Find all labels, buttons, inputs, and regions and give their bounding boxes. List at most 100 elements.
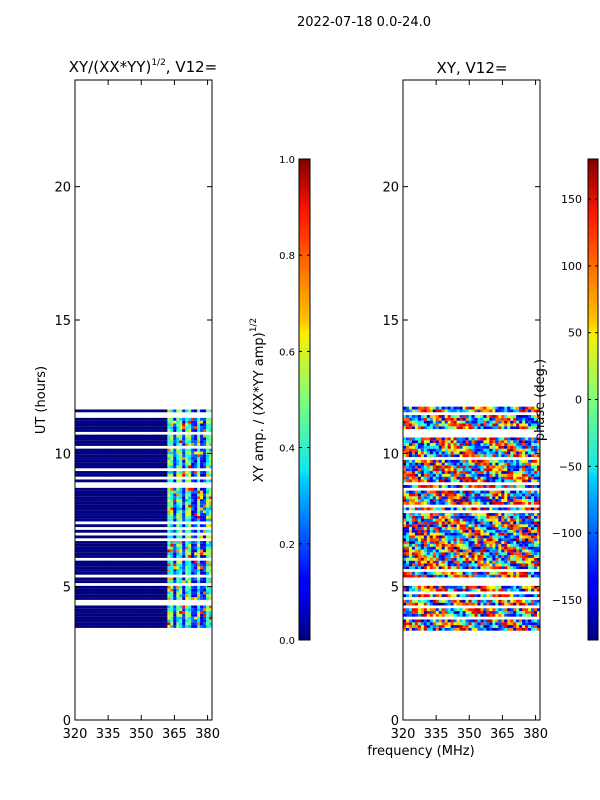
heatmap-cell bbox=[113, 518, 118, 522]
heatmap-cell bbox=[450, 496, 455, 500]
heatmap-cell bbox=[110, 462, 115, 466]
heatmap-cell bbox=[86, 496, 91, 500]
heatmap-cell bbox=[167, 591, 171, 595]
heatmap-cell bbox=[95, 490, 100, 494]
heatmap-cell bbox=[98, 499, 103, 502]
heatmap-cell bbox=[176, 577, 180, 581]
heatmap-cell bbox=[161, 504, 165, 508]
heatmap-cell bbox=[531, 476, 535, 480]
heatmap-cell bbox=[89, 513, 94, 516]
heatmap-cell bbox=[182, 448, 186, 452]
heatmap-cell bbox=[86, 518, 91, 522]
heatmap-cell bbox=[471, 473, 476, 477]
heatmap-cell bbox=[414, 538, 419, 542]
heatmap-cell bbox=[77, 504, 82, 508]
heatmap-cell bbox=[411, 613, 416, 617]
heatmap-cell bbox=[414, 613, 419, 617]
heatmap-cell bbox=[161, 588, 165, 592]
heatmap-cell bbox=[122, 490, 127, 494]
heatmap-cell bbox=[89, 560, 94, 564]
heatmap-cell bbox=[516, 521, 520, 525]
heatmap-cell bbox=[513, 524, 517, 528]
heatmap-cell bbox=[191, 555, 195, 558]
heatmap-cell bbox=[444, 563, 449, 567]
heatmap-cell bbox=[110, 409, 115, 413]
heatmap-cell bbox=[122, 462, 127, 466]
heatmap-cell bbox=[197, 529, 201, 533]
heatmap-cell bbox=[170, 493, 174, 497]
heatmap-cell bbox=[447, 613, 452, 617]
heatmap-cell bbox=[131, 417, 136, 421]
heatmap-cell bbox=[200, 591, 204, 595]
heatmap-cell bbox=[131, 518, 136, 522]
heatmap-cell bbox=[75, 605, 79, 609]
heatmap-cell bbox=[411, 513, 416, 516]
heatmap-cell bbox=[513, 521, 517, 525]
heatmap-cell bbox=[140, 549, 145, 553]
heatmap-cell bbox=[101, 496, 106, 500]
heatmap-cell bbox=[173, 440, 177, 444]
heatmap-cell bbox=[128, 479, 133, 483]
heatmap-cell bbox=[107, 507, 112, 511]
heatmap-cell bbox=[182, 504, 186, 508]
heatmap-cell bbox=[468, 566, 473, 570]
heatmap-cell bbox=[191, 479, 195, 483]
heatmap-cell bbox=[146, 571, 151, 575]
heatmap-cell bbox=[405, 499, 410, 502]
heatmap-cell bbox=[155, 513, 159, 516]
heatmap-cell bbox=[116, 625, 121, 628]
heatmap-cell bbox=[152, 440, 157, 444]
heatmap-cell bbox=[122, 496, 127, 500]
heatmap-cell bbox=[489, 479, 493, 483]
heatmap-cell bbox=[191, 619, 195, 623]
heatmap-cell bbox=[143, 625, 148, 628]
heatmap-cell bbox=[405, 476, 410, 480]
heatmap-cell bbox=[459, 493, 464, 497]
heatmap-cell bbox=[206, 513, 210, 516]
heatmap-cell bbox=[209, 490, 212, 494]
heatmap-cell bbox=[414, 518, 419, 522]
heatmap-cell bbox=[206, 566, 210, 570]
heatmap-cell bbox=[444, 566, 449, 570]
heatmap-cell bbox=[453, 560, 458, 564]
heatmap-cell bbox=[492, 538, 496, 542]
heatmap-cell bbox=[525, 625, 529, 628]
heatmap-cell bbox=[173, 588, 177, 592]
heatmap-cell bbox=[483, 479, 487, 483]
heatmap-cell bbox=[405, 465, 410, 469]
heatmap-cell bbox=[534, 543, 538, 547]
heatmap-cell bbox=[125, 409, 130, 413]
heatmap-cell bbox=[420, 557, 425, 561]
heatmap-cell bbox=[146, 459, 151, 463]
heatmap-cell bbox=[143, 510, 148, 514]
heatmap-cell bbox=[194, 513, 198, 516]
heatmap-cell bbox=[438, 594, 443, 598]
heatmap-cell bbox=[155, 434, 159, 438]
heatmap-cell bbox=[98, 622, 103, 626]
heatmap-cell bbox=[507, 627, 511, 631]
heatmap-cell bbox=[516, 501, 520, 505]
heatmap-cell bbox=[122, 529, 127, 533]
heatmap-cell bbox=[426, 479, 431, 483]
heatmap-cell bbox=[83, 510, 88, 514]
heatmap-cell bbox=[131, 487, 136, 491]
heatmap-cell bbox=[95, 487, 100, 491]
heatmap-cell bbox=[513, 541, 517, 544]
heatmap-cell bbox=[164, 513, 168, 516]
heatmap-cell bbox=[173, 496, 177, 500]
heatmap-cell bbox=[462, 476, 467, 480]
heatmap-cell bbox=[188, 594, 192, 598]
heatmap-cell bbox=[447, 555, 452, 558]
heatmap-cell bbox=[519, 515, 523, 519]
heatmap-cell bbox=[531, 585, 535, 589]
heatmap-cell bbox=[92, 580, 97, 584]
heatmap-cell bbox=[462, 594, 467, 598]
heatmap-cell bbox=[122, 493, 127, 497]
heatmap-cell bbox=[209, 499, 212, 502]
heatmap-cell bbox=[206, 594, 210, 598]
heatmap-cell bbox=[143, 409, 148, 413]
heatmap-cell bbox=[95, 493, 100, 497]
heatmap-cell bbox=[161, 594, 165, 598]
heatmap-cell bbox=[116, 515, 121, 519]
heatmap-cell bbox=[188, 440, 192, 444]
